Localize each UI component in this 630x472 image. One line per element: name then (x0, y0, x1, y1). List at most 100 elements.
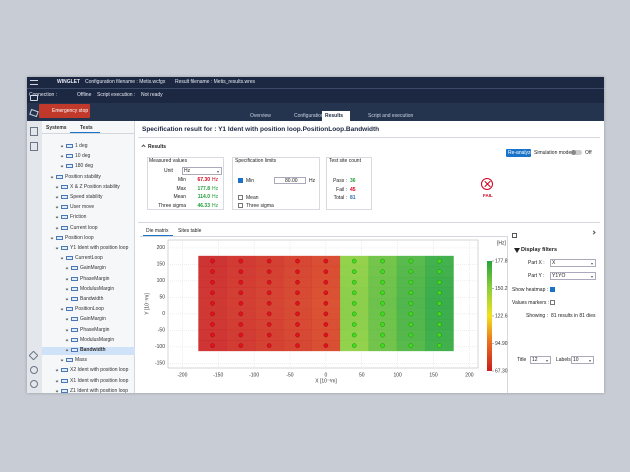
die-marker (409, 343, 413, 347)
die-marker (295, 322, 299, 326)
die-marker (352, 301, 356, 305)
die-marker (352, 259, 356, 263)
measured-unit: Hz (212, 186, 218, 192)
die-marker (352, 291, 356, 295)
die-marker (295, 312, 299, 316)
x-tick-label: -100 (249, 372, 259, 378)
die-marker (409, 291, 413, 295)
die-marker (437, 343, 441, 347)
y-tick-label: 0 (162, 311, 165, 317)
die-marker (352, 333, 356, 337)
die-marker (324, 343, 328, 347)
count-value: 36 (350, 178, 356, 184)
measured-unit: Hz (212, 177, 218, 183)
x-tick-label: 150 (429, 372, 438, 378)
measured-value: 67.30 (194, 177, 210, 183)
die-marker (409, 270, 413, 274)
die-marker (295, 280, 299, 284)
die-marker (409, 322, 413, 326)
die-marker (409, 301, 413, 305)
die-marker (380, 312, 384, 316)
die-marker (437, 322, 441, 326)
die-marker (437, 259, 441, 263)
die-marker (267, 343, 271, 347)
die-marker (295, 259, 299, 263)
die-marker (324, 270, 328, 274)
main-tab[interactable]: Overview (250, 113, 271, 119)
measured-unit: Hz (212, 203, 218, 209)
die-marker (324, 322, 328, 326)
die-marker (437, 301, 441, 305)
measured-label: Min (150, 177, 186, 183)
colorbar (487, 261, 492, 371)
die-marker (409, 333, 413, 337)
y-tick-label: 100 (157, 278, 166, 284)
die-marker (239, 301, 243, 305)
die-marker (267, 312, 271, 316)
die-marker (352, 270, 356, 274)
main-tab[interactable]: Configuration (294, 113, 324, 119)
die-marker (267, 291, 271, 295)
x-tick-label: 0 (324, 372, 327, 378)
die-marker (324, 259, 328, 263)
x-tick-label: 100 (393, 372, 402, 378)
die-marker (380, 322, 384, 326)
x-tick-label: -50 (286, 372, 293, 378)
x-tick-label: -200 (177, 372, 187, 378)
die-marker (239, 280, 243, 284)
die-marker (210, 301, 214, 305)
die-marker (437, 333, 441, 337)
die-marker (352, 312, 356, 316)
die-marker (239, 270, 243, 274)
die-marker (352, 343, 356, 347)
die-marker (352, 322, 356, 326)
die-marker (295, 333, 299, 337)
colorbar-tick-label: 94.90 (495, 341, 508, 347)
die-marker (380, 270, 384, 274)
die-marker (295, 301, 299, 305)
y-tick-label: -150 (155, 361, 165, 367)
y-tick-label: 150 (157, 262, 166, 268)
main-tab[interactable]: Script and execution (368, 113, 413, 119)
die-marker (380, 333, 384, 337)
die-marker (267, 301, 271, 305)
die-marker (324, 333, 328, 337)
count-label: Fail : (330, 187, 347, 193)
die-marker (409, 312, 413, 316)
die-marker (380, 343, 384, 347)
die-marker (210, 322, 214, 326)
measured-value: 114.0 (194, 194, 210, 200)
die-marker (210, 291, 214, 295)
die-marker (210, 259, 214, 263)
y-tick-label: -100 (155, 344, 165, 350)
die-marker (295, 291, 299, 295)
colorbar-tick-label: 67.30 (495, 368, 508, 374)
x-tick-label: -150 (213, 372, 223, 378)
die-marker (210, 312, 214, 316)
measured-value: 46.33 (194, 203, 210, 209)
count-value: 45 (350, 187, 356, 193)
die-marker (295, 343, 299, 347)
measured-label: Max (150, 186, 186, 192)
y-axis-label: Y [10⁻³m] (144, 293, 150, 315)
die-marker (437, 270, 441, 274)
colorbar-tick-label: 122.6 (495, 313, 508, 319)
y-tick-label: -50 (158, 328, 165, 334)
die-marker (437, 280, 441, 284)
count-value: 81 (350, 195, 356, 201)
measured-value: 177.8 (194, 186, 210, 192)
die-marker (239, 312, 243, 316)
die-marker (380, 259, 384, 263)
die-marker (380, 291, 384, 295)
die-marker (324, 301, 328, 305)
count-label: Pass : (330, 178, 347, 184)
die-marker (352, 280, 356, 284)
die-marker (239, 291, 243, 295)
die-marker (210, 270, 214, 274)
die-marker (437, 291, 441, 295)
y-tick-label: 200 (157, 245, 166, 251)
die-marker (324, 291, 328, 295)
die-marker (267, 322, 271, 326)
main-tab[interactable]: Results (325, 113, 343, 119)
